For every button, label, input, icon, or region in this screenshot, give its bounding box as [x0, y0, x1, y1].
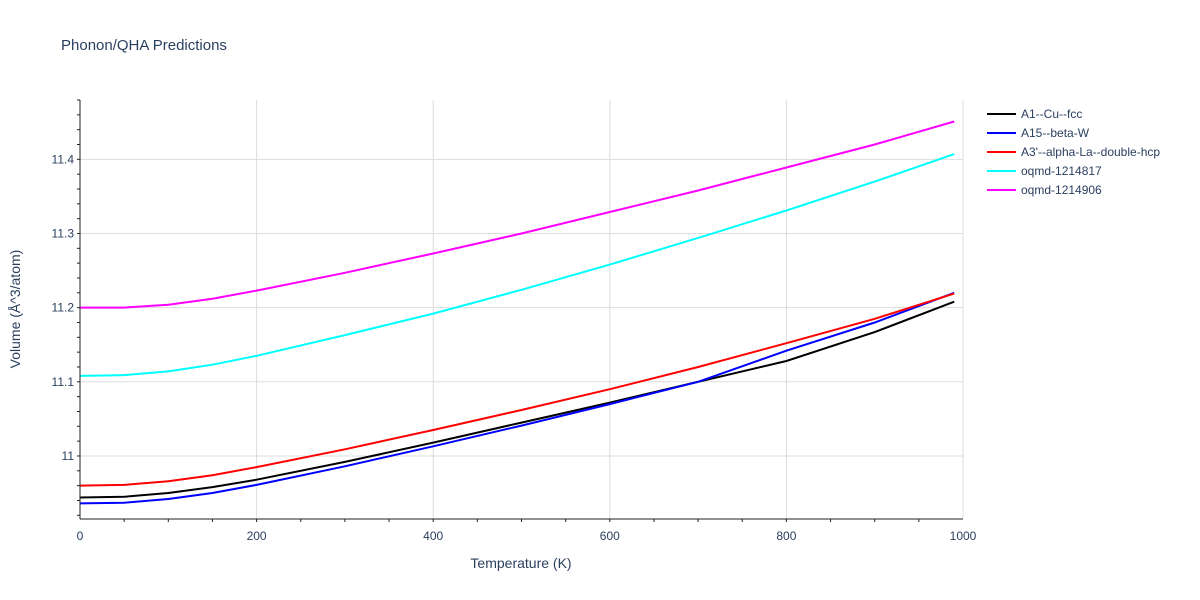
x-tick-label: 800: [776, 529, 796, 543]
legend-item[interactable]: A1--Cu--fcc: [987, 107, 1082, 121]
legend-item[interactable]: oqmd-1214817: [987, 164, 1102, 178]
y-tick-label: 11.4: [52, 152, 75, 166]
legend-item[interactable]: A15--beta-W: [987, 126, 1090, 140]
legend: A1--Cu--fcc A15--beta-W A3'--alpha-La--dou…: [987, 107, 1160, 197]
series-line-A3'--alpha-La--double-hcp: [79, 292, 955, 487]
legend-label: oqmd-1214906: [1021, 183, 1102, 197]
y-axis-title: Volume (Å^3/atom): [7, 250, 23, 369]
x-tick-label: 1000: [950, 529, 977, 543]
x-axis-title: Temperature (K): [470, 555, 571, 571]
grid-lines: [80, 100, 964, 519]
x-tick-label: 400: [423, 529, 443, 543]
series-line-A1--Cu--fcc: [79, 300, 955, 499]
x-tick-label: 600: [600, 529, 620, 543]
chart-title: Phonon/QHA Predictions: [61, 37, 227, 54]
legend-label: A1--Cu--fcc: [1021, 107, 1082, 121]
legend-label: oqmd-1214817: [1021, 164, 1102, 178]
y-tick-label: 11: [62, 449, 75, 463]
series-line-oqmd-1214817: [79, 153, 955, 377]
legend-item[interactable]: A3'--alpha-La--double-hcp: [987, 145, 1160, 159]
legend-item[interactable]: oqmd-1214906: [987, 183, 1102, 197]
x-tick-label: 0: [77, 529, 84, 543]
y-tick-label: 11.1: [52, 375, 75, 389]
axes: 0 200 400 600 800 1000 11 11.1 11.2 11.3 11.4: [52, 99, 977, 543]
legend-label: A3'--alpha-La--double-hcp: [1021, 145, 1160, 159]
series-line-A15--beta-W: [79, 291, 955, 505]
y-tick-label: 11.2: [52, 301, 75, 315]
y-tick-label: 11.3: [52, 226, 75, 240]
x-tick-label: 200: [247, 529, 267, 543]
legend-label: A15--beta-W: [1021, 126, 1090, 140]
series-line-oqmd-1214906: [80, 120, 955, 309]
series-lines: [79, 120, 955, 505]
